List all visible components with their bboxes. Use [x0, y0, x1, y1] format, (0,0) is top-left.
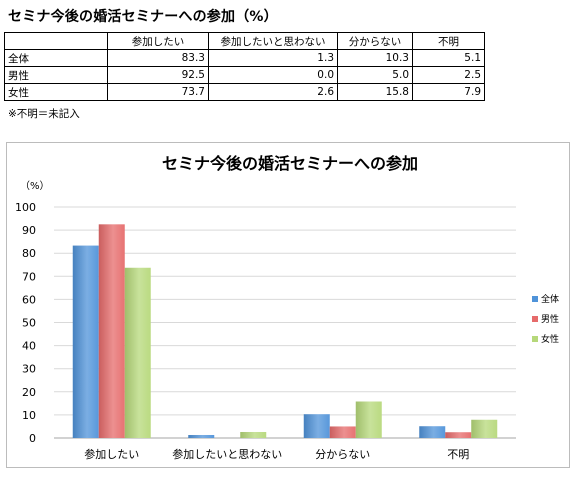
y-tick-label: 20: [22, 386, 36, 399]
table-row: 男性 92.5 0.0 5.0 2.5: [4, 66, 485, 84]
table-cell: 15.8: [337, 83, 413, 101]
x-tick-label: 参加したい: [84, 447, 139, 461]
y-tick-label: 70: [22, 270, 36, 283]
y-tick-label: 30: [22, 363, 36, 376]
table-note: ※不明＝未記入: [8, 108, 80, 120]
chart-title: セミナ今後の婚活セミナーへの参加: [161, 154, 418, 173]
bar: [419, 426, 446, 438]
bar: [240, 431, 267, 438]
bar: [303, 414, 330, 438]
y-axis-label: （%）: [20, 180, 50, 192]
y-tick-label: 40: [22, 340, 36, 353]
table-row: 女性 73.7 2.6 15.8 7.9: [4, 83, 485, 101]
table-header-row: 参加したい 参加したいと思わない 分からない 不明: [4, 32, 485, 50]
bar: [124, 267, 151, 438]
x-tick-label: 参加したいと思わない: [172, 447, 282, 461]
row-label: 女性: [4, 83, 108, 101]
bar: [355, 401, 382, 438]
x-tick-label: 分からない: [315, 448, 370, 461]
y-tick-label: 10: [22, 409, 36, 422]
x-tick-label: 不明: [447, 448, 469, 461]
bar: [471, 419, 498, 438]
table-header-unanswered: 不明: [412, 32, 485, 50]
bar: [188, 434, 215, 438]
bar: [98, 224, 125, 438]
legend-label: 全体: [541, 293, 559, 305]
y-axis-ticks: 0 10 20 30 40 50 60 70 80 90 100: [15, 201, 36, 445]
legend-swatch: [532, 336, 538, 342]
bar: [72, 245, 99, 438]
table-cell: 7.9: [412, 83, 485, 101]
y-tick-label: 60: [22, 293, 36, 306]
legend-swatch: [532, 316, 538, 322]
summary-table: 参加したい 参加したいと思わない 分からない 不明 全体 83.3 1.3 10…: [4, 32, 485, 101]
legend-label: 男性: [541, 313, 559, 325]
y-tick-label: 90: [22, 224, 36, 237]
y-tick-label: 80: [22, 247, 36, 260]
bar: [329, 426, 356, 438]
y-tick-label: 50: [22, 317, 36, 330]
legend-label: 女性: [541, 333, 559, 345]
table-cell: 2.6: [208, 83, 338, 101]
legend-swatch: [532, 296, 538, 302]
page-title: セミナ今後の婚活セミナーへの参加（%）: [8, 9, 278, 25]
y-tick-label: 0: [29, 432, 36, 445]
table-cell: 73.7: [107, 83, 209, 101]
x-axis-ticks: 参加したい 参加したいと思わない 分からない 不明: [84, 447, 469, 461]
bar: [445, 432, 472, 438]
y-tick-label: 100: [15, 201, 36, 214]
bars: [72, 224, 498, 438]
